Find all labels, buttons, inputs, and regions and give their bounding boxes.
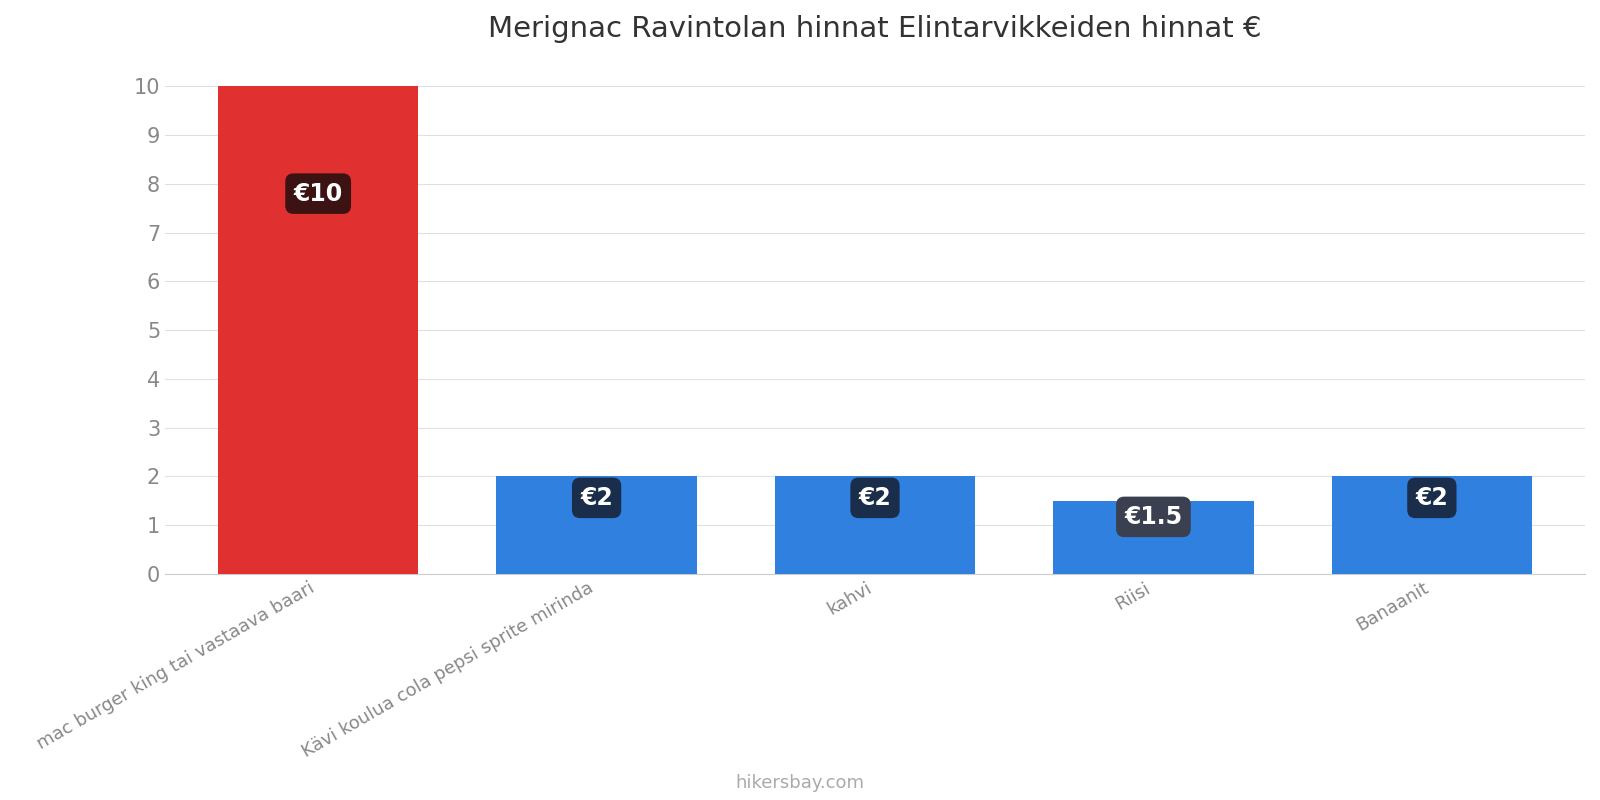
Bar [774,477,976,574]
Text: €1.5: €1.5 [1125,505,1182,529]
Text: €10: €10 [293,182,342,206]
Text: €2: €2 [1416,486,1448,510]
Text: €2: €2 [581,486,613,510]
Bar [218,86,418,574]
Bar [1331,477,1533,574]
Bar [496,477,698,574]
Text: hikersbay.com: hikersbay.com [736,774,864,792]
Title: Merignac Ravintolan hinnat Elintarvikkeiden hinnat €: Merignac Ravintolan hinnat Elintarvikkei… [488,15,1262,43]
Bar [1053,501,1254,574]
Text: €2: €2 [859,486,891,510]
